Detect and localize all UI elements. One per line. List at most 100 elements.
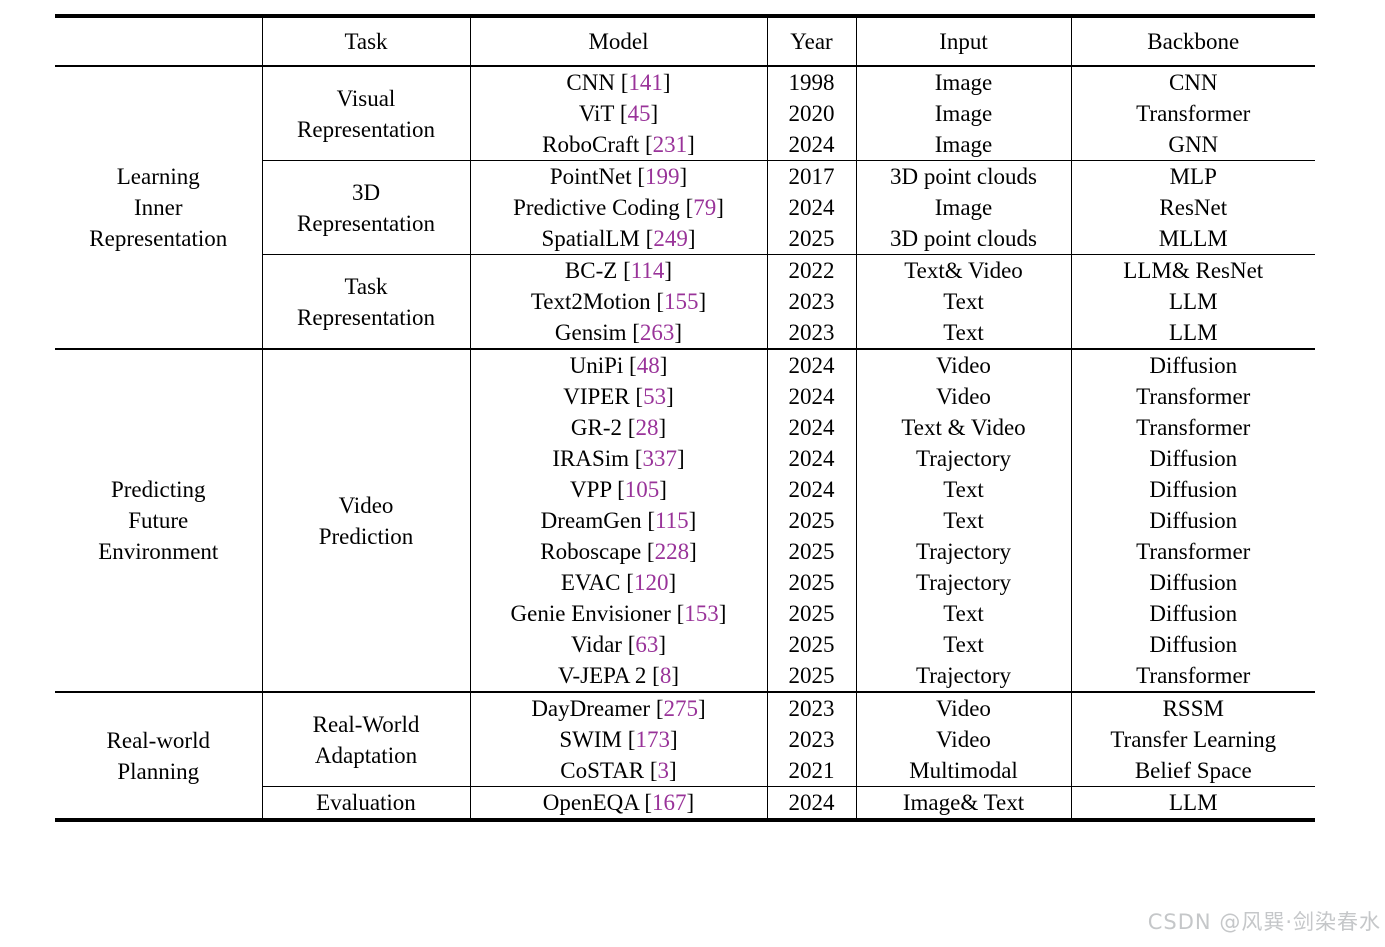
table-row: Genie Envisioner [153] 2025 Text Diffusi… — [55, 598, 1315, 629]
citation-link[interactable]: [337] — [634, 446, 685, 471]
citation-link[interactable]: [63] — [627, 632, 667, 657]
model-cell: CoSTAR [3] — [469, 755, 767, 787]
citation-link[interactable]: [228] — [646, 539, 697, 564]
model-name: Predictive Coding — [513, 195, 680, 220]
citation-link[interactable]: [105] — [617, 477, 667, 502]
year-cell: 2025 — [766, 598, 856, 629]
citation-link[interactable]: [263] — [632, 320, 683, 345]
citation-link[interactable]: [48] — [629, 353, 668, 378]
backbone-cell: Transformer — [1070, 381, 1315, 412]
backbone-cell: Diffusion — [1070, 505, 1315, 536]
input-cell: Text — [855, 474, 1071, 505]
model-cell: Gensim [263] — [469, 317, 767, 349]
year-cell: 2022 — [766, 254, 856, 286]
citation-number: 173 — [635, 727, 670, 752]
citation-link[interactable]: [155] — [656, 289, 707, 314]
input-cell: Text — [855, 286, 1071, 317]
model-cell: OpenEQA [167] — [469, 786, 767, 820]
model-name: SpatialLM — [541, 226, 640, 251]
year-cell: 2025 — [766, 505, 856, 536]
backbone-cell: Diffusion — [1070, 629, 1315, 660]
backbone-cell: Diffusion — [1070, 443, 1315, 474]
model-cell: SpatialLM [249] — [469, 223, 767, 255]
input-cell: Image — [855, 129, 1071, 161]
table-row: Roboscape [228] 2025 Trajectory Transfor… — [55, 536, 1315, 567]
model-name: GR-2 — [570, 415, 623, 440]
model-cell: DreamGen [115] — [469, 505, 767, 536]
model-name: SWIM — [559, 727, 623, 752]
table-row: EVAC [120] 2025 Trajectory Diffusion — [55, 567, 1315, 598]
year-cell: 2023 — [766, 724, 856, 755]
backbone-cell: Transformer — [1070, 98, 1315, 129]
citation-link[interactable]: [3] — [649, 758, 677, 783]
task-cell: Visual Representation — [261, 66, 470, 161]
model-name: EVAC — [560, 570, 621, 595]
year-cell: 2024 — [766, 348, 856, 381]
year-cell: 2025 — [766, 567, 856, 598]
input-cell: 3D point clouds — [855, 160, 1071, 192]
citation-number: 249 — [653, 226, 688, 251]
input-cell: Trajectory — [855, 567, 1071, 598]
model-cell: Predictive Coding [79] — [469, 192, 767, 223]
backbone-cell: Diffusion — [1070, 474, 1315, 505]
backbone-cell: MLP — [1070, 160, 1315, 192]
citation-link[interactable]: [153] — [676, 601, 727, 626]
citation-number: 337 — [642, 446, 677, 471]
citation-link[interactable]: [114] — [623, 258, 673, 283]
year-cell: 2023 — [766, 286, 856, 317]
model-cell: DayDreamer [275] — [469, 691, 767, 724]
backbone-cell: ResNet — [1070, 192, 1315, 223]
backbone-cell: Diffusion — [1070, 567, 1315, 598]
table-row: V-JEPA 2 [8] 2025 Trajectory Transformer — [55, 660, 1315, 692]
citation-link[interactable]: [8] — [652, 663, 680, 688]
table-row: GR-2 [28] 2024 Text & Video Transformer — [55, 412, 1315, 443]
model-cell: BC-Z [114] — [469, 254, 767, 286]
model-name: BC-Z — [564, 258, 618, 283]
backbone-cell: LLM — [1070, 786, 1315, 820]
citation-number: 167 — [652, 790, 687, 815]
citation-link[interactable]: [167] — [644, 790, 695, 815]
citation-link[interactable]: [115] — [647, 508, 697, 533]
model-cell: VIPER [53] — [469, 381, 767, 412]
task-cell: Real-World Adaptation — [261, 691, 470, 787]
table-row: SpatialLM [249] 2025 3D point clouds MLL… — [55, 223, 1315, 255]
citation-link[interactable]: [141] — [620, 70, 671, 95]
table-row: Learning Inner Representation Visual Rep… — [55, 66, 1315, 251]
year-cell: 2024 — [766, 192, 856, 223]
model-cell: ViT [45] — [469, 98, 767, 129]
model-cell: Text2Motion [155] — [469, 286, 767, 317]
citation-link[interactable]: [28] — [627, 415, 667, 440]
model-cell: SWIM [173] — [469, 724, 767, 755]
col-header-category — [55, 16, 262, 67]
model-name: V-JEPA 2 — [557, 663, 647, 688]
citation-link[interactable]: [53] — [635, 384, 674, 409]
input-cell: Text — [855, 317, 1071, 349]
model-cell: UniPi [48] — [469, 348, 767, 381]
backbone-cell: LLM — [1070, 286, 1315, 317]
input-cell: Image — [855, 192, 1071, 223]
model-name: UniPi — [569, 353, 624, 378]
backbone-cell: GNN — [1070, 129, 1315, 161]
year-cell: 2017 — [766, 160, 856, 192]
table-row: Task Representation BC-Z [114] 2022 Text… — [55, 254, 1315, 349]
model-name: VIPER — [563, 384, 630, 409]
input-cell: Image — [855, 66, 1071, 98]
citation-link[interactable]: [199] — [637, 164, 688, 189]
model-name: RoboCraft — [542, 132, 640, 157]
citation-link[interactable]: [79] — [685, 195, 724, 220]
citation-link[interactable]: [173] — [627, 727, 678, 752]
year-cell: 2021 — [766, 755, 856, 787]
backbone-cell: Transformer — [1070, 660, 1315, 692]
citation-number: 105 — [624, 477, 660, 502]
year-cell: 2024 — [766, 443, 856, 474]
year-cell: 2023 — [766, 691, 856, 724]
model-cell: Genie Envisioner [153] — [469, 598, 767, 629]
citation-link[interactable]: [231] — [645, 132, 695, 157]
citation-link[interactable]: [120] — [626, 570, 677, 595]
citation-link[interactable]: [275] — [655, 696, 706, 721]
year-cell: 2025 — [766, 223, 856, 255]
citation-number: 3 — [657, 758, 670, 783]
citation-link[interactable]: [45] — [619, 101, 659, 126]
citation-number: 199 — [645, 164, 680, 189]
citation-link[interactable]: [249] — [645, 226, 696, 251]
